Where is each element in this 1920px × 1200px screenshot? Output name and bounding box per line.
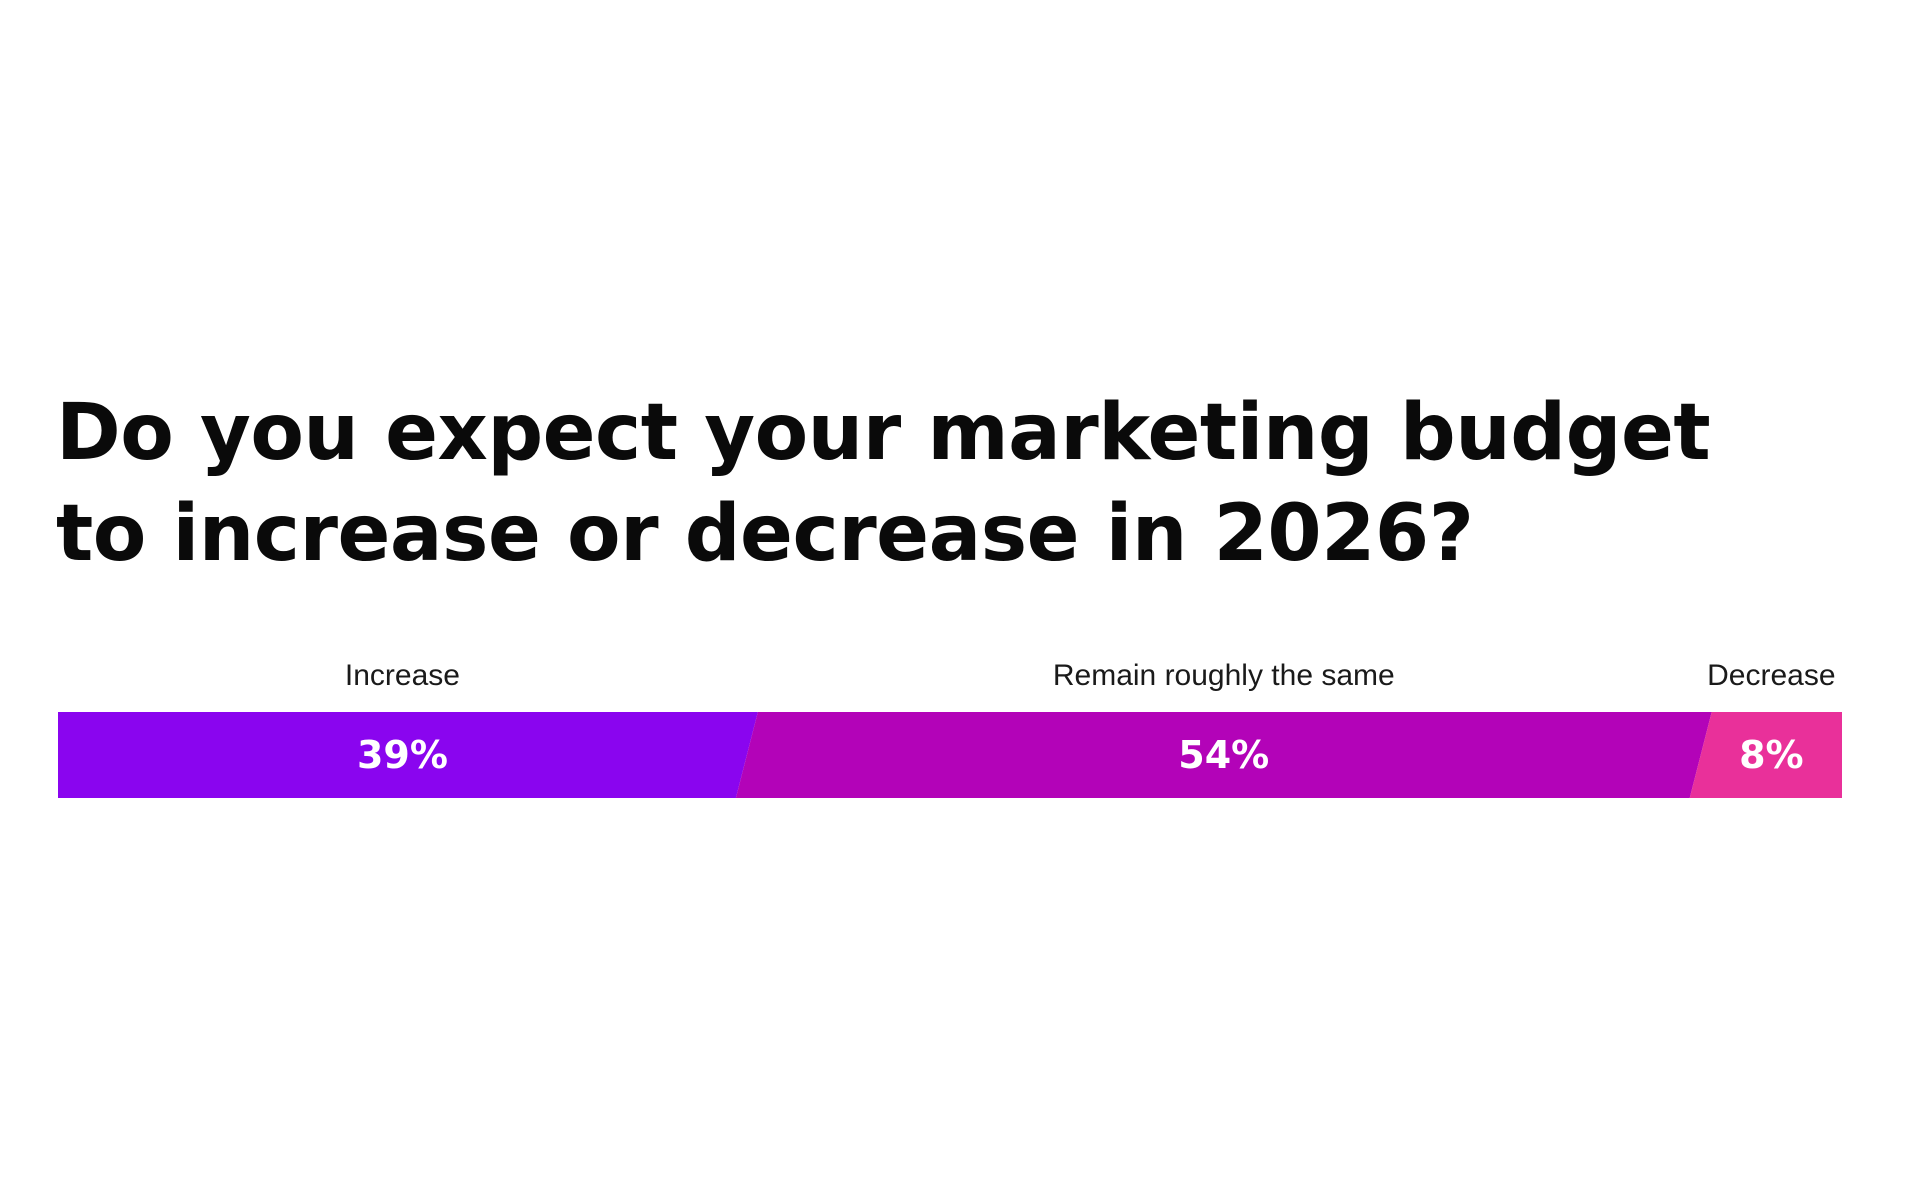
category-label-1: Increase	[345, 659, 460, 692]
bar-segment-3	[1689, 712, 1842, 798]
chart-title-line-1: Do you expect your marketing budget	[56, 388, 1711, 478]
value-label-3: 8%	[1739, 733, 1804, 777]
stacked-bar-chart: 39% Increase 54% Remain roughly the same 8% D…	[58, 659, 1842, 798]
chart-title-line-2: to increase or decrease in 2026?	[56, 489, 1474, 579]
category-label-3: Decrease	[1707, 659, 1835, 692]
value-label-2: 54%	[1178, 733, 1269, 777]
category-label-2: Remain roughly the same	[1053, 659, 1395, 692]
chart-title: Do you expect your marketing budget to i…	[56, 383, 1756, 585]
bar-segment-2	[735, 712, 1712, 798]
bar-segment-1	[58, 712, 758, 798]
value-label-1: 39%	[357, 733, 448, 777]
